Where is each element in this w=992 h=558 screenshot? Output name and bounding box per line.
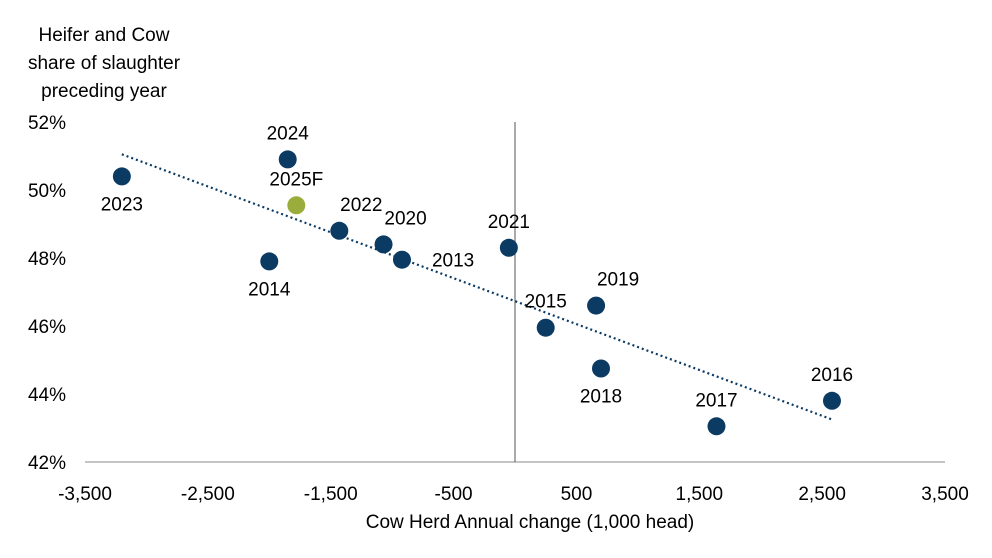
data-point-2019	[587, 296, 606, 315]
data-label-2020: 2020	[384, 208, 426, 229]
y-tick-label: 44%	[28, 385, 66, 406]
data-point-2013	[392, 250, 411, 269]
data-point-2021	[499, 238, 518, 257]
data-point-2024	[278, 150, 297, 169]
trendline	[121, 153, 833, 421]
data-point-2020	[374, 235, 393, 254]
data-label-2018: 2018	[580, 387, 622, 408]
x-tick-label: 2,500	[798, 484, 846, 505]
data-label-2014: 2014	[248, 279, 291, 300]
x-axis-title: Cow Herd Annual change (1,000 head)	[366, 512, 695, 533]
y-tick-label: 48%	[28, 249, 66, 270]
data-label-2025F: 2025F	[269, 169, 323, 190]
data-point-2025F	[287, 196, 306, 215]
x-tick-label: -3,500	[58, 484, 112, 505]
data-point-2014	[260, 252, 279, 271]
x-tick-label: -500	[435, 484, 473, 505]
data-label-2016: 2016	[811, 365, 853, 386]
data-point-2017	[707, 417, 726, 436]
y-tick-label: 52%	[28, 113, 66, 134]
y-tick-label: 46%	[28, 317, 66, 338]
y-axis-ticks: 42% 44% 46% 48% 50% 52%	[28, 113, 66, 474]
x-tick-label: 1,500	[676, 484, 724, 505]
x-tick-label: -1,500	[304, 484, 358, 505]
data-point-2015	[536, 318, 555, 337]
x-tick-label: 500	[561, 484, 593, 505]
y-axis-title: Heifer and Cow share of slaughter precedin…	[28, 25, 181, 102]
data-label-2021: 2021	[488, 212, 530, 233]
trendline-path	[121, 153, 833, 421]
data-point-2022	[330, 221, 349, 240]
data-label-2023: 2023	[101, 194, 143, 215]
y-tick-label: 50%	[28, 181, 66, 202]
data-label-2013: 2013	[432, 251, 474, 272]
x-axis-ticks: -3,500 -2,500 -1,500 -500 500 1,500 2,500 3,500	[58, 484, 969, 505]
x-tick-label: 3,500	[921, 484, 969, 505]
data-points	[112, 150, 841, 436]
data-point-2018	[592, 359, 610, 378]
x-tick-label: -2,500	[181, 484, 235, 505]
data-label-2019: 2019	[597, 270, 639, 291]
y-axis-title-line: preceding year	[41, 81, 167, 102]
y-tick-label: 42%	[28, 453, 66, 474]
data-point-2023	[112, 167, 131, 186]
data-point-2016	[822, 391, 841, 410]
data-label-2022: 2022	[340, 195, 382, 216]
y-axis-title-line: Heifer and Cow	[39, 25, 170, 46]
data-label-2017: 2017	[695, 390, 737, 411]
y-axis-title-line: share of slaughter	[28, 53, 181, 74]
data-label-2024: 2024	[267, 123, 310, 144]
data-label-2015: 2015	[525, 292, 567, 313]
